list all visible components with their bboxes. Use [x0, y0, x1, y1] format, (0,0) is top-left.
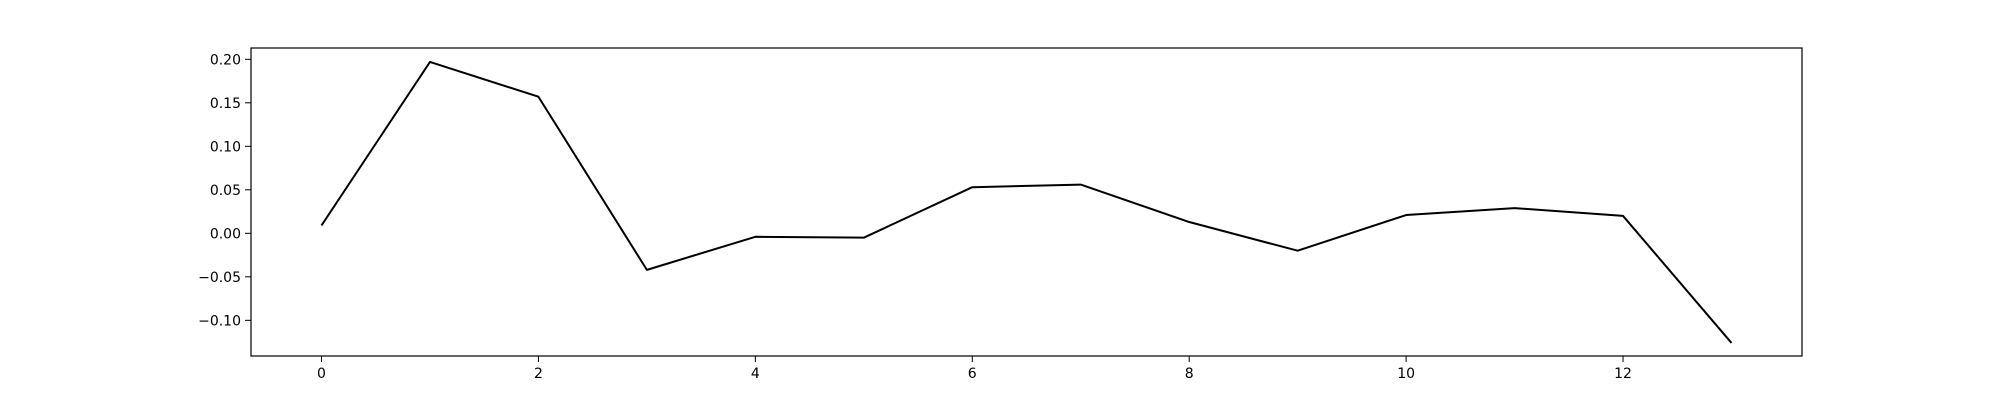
- y-tick-label: 0.05: [210, 183, 241, 199]
- y-tick-label: 0.00: [210, 226, 241, 242]
- y-tick-label: 0.10: [210, 139, 241, 155]
- y-tick-label: −0.05: [198, 270, 241, 286]
- y-tick-label: 0.20: [210, 52, 241, 68]
- x-tick-label: 0: [317, 366, 326, 382]
- x-tick-label: 10: [1397, 366, 1415, 382]
- x-tick-label: 2: [534, 366, 543, 382]
- x-tick-label: 12: [1614, 366, 1632, 382]
- x-tick-label: 6: [968, 366, 977, 382]
- x-tick-label: 4: [751, 366, 760, 382]
- series-line: [322, 62, 1732, 343]
- x-axis-ticks: 0 2 4 6 8 10 12: [317, 356, 1632, 382]
- y-tick-label: 0.15: [210, 96, 241, 112]
- plot-area-frame: [251, 48, 1802, 356]
- y-axis-ticks: −0.10 −0.05 0.00 0.05 0.10 0.15 0.20: [198, 52, 251, 329]
- series-layer: [321, 62, 1731, 343]
- x-tick-label: 8: [1185, 366, 1194, 382]
- y-tick-label: −0.10: [198, 313, 241, 329]
